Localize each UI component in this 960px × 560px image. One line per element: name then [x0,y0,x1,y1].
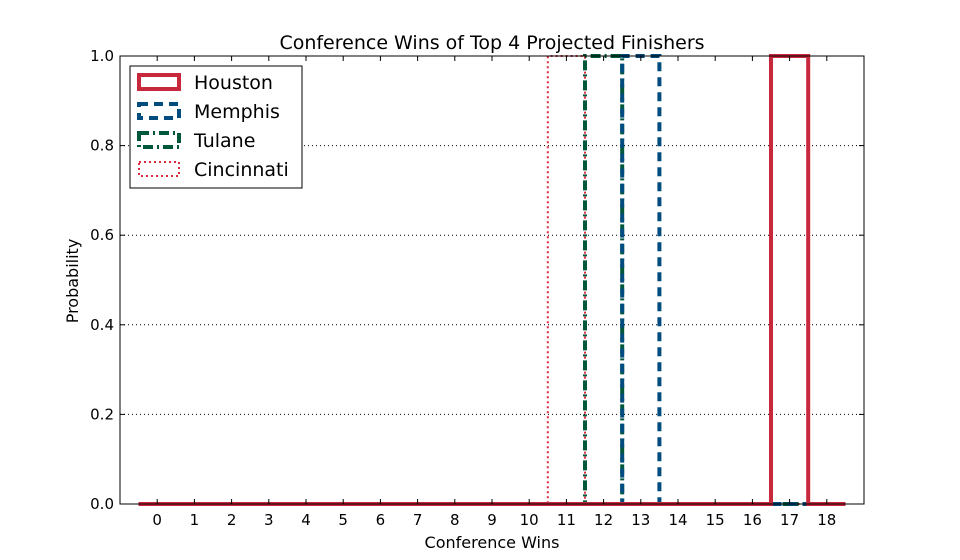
legend: Houston Memphis Tulane Cincinnati [129,65,303,189]
legend-swatch-cincinnati [138,161,180,177]
x-tick-label-16: 16 [743,511,762,529]
legend-label-houston: Houston [194,72,273,94]
x-tick-label-10: 10 [520,511,539,529]
x-tick-label-14: 14 [668,511,687,529]
y-tick-label-5: 1.0 [90,47,114,65]
x-tick-label-5: 5 [338,511,348,529]
x-tick-label-12: 12 [594,511,613,529]
y-tick-label-0: 0.0 [90,495,114,513]
x-tick-label-6: 6 [376,511,386,529]
x-tick-label-9: 9 [487,511,497,529]
x-tick-label-3: 3 [264,511,274,529]
y-tick-label-4: 0.8 [90,137,114,155]
legend-label-cincinnati: Cincinnati [194,159,289,181]
chart-title: Conference Wins of Top 4 Projected Finis… [279,32,704,54]
x-tick-label-0: 0 [152,511,162,529]
axis-ticks: 0 1 2 3 4 5 6 7 8 9 10 11 12 13 14 15 16 17 180.00.20.40.6… [90,47,864,529]
x-tick-label-17: 17 [780,511,799,529]
legend-box [129,65,303,189]
x-tick-label-15: 15 [706,511,725,529]
y-axis-title: Probability [63,239,82,324]
x-tick-label-2: 2 [227,511,237,529]
legend-label-memphis: Memphis [194,101,280,123]
legend-swatch-tulane [137,131,181,149]
legend-swatch-memphis [137,102,181,120]
x-tick-label-8: 8 [450,511,460,529]
legend-swatch-houston [137,73,181,91]
x-tick-label-1: 1 [190,511,200,529]
x-tick-label-13: 13 [631,511,650,529]
y-tick-label-3: 0.6 [90,226,114,244]
x-axis-title: Conference Wins [425,533,560,552]
legend-label-tulane: Tulane [193,130,255,152]
y-tick-label-2: 0.4 [90,316,114,334]
y-tick-label-1: 0.2 [90,405,114,423]
x-tick-label-4: 4 [301,511,311,529]
x-tick-label-7: 7 [413,511,423,529]
x-tick-label-18: 18 [817,511,836,529]
x-tick-label-11: 11 [557,511,576,529]
